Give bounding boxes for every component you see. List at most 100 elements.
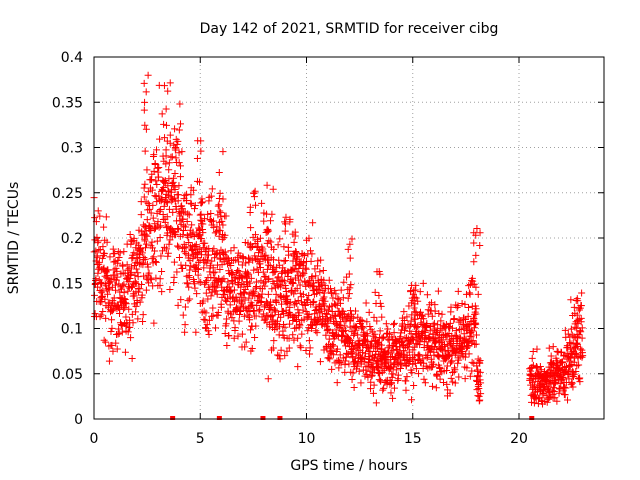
data-point	[205, 331, 213, 339]
data-point	[169, 208, 177, 216]
data-point	[127, 334, 135, 342]
data-point	[303, 296, 311, 304]
data-point	[203, 321, 211, 329]
data-point	[476, 368, 484, 376]
data-point	[281, 352, 289, 360]
data-point	[286, 218, 294, 226]
data-point	[348, 235, 356, 243]
data-point	[305, 311, 313, 319]
data-point	[362, 336, 370, 344]
data-point	[450, 315, 458, 323]
data-point	[202, 278, 210, 286]
data-point	[204, 295, 212, 303]
data-point	[460, 314, 468, 322]
data-point	[342, 326, 350, 334]
data-point	[136, 298, 144, 306]
data-point	[173, 140, 181, 148]
data-point	[276, 355, 284, 363]
data-point	[414, 297, 422, 305]
data-point	[378, 334, 386, 342]
data-point	[443, 362, 451, 370]
data-point	[295, 309, 303, 317]
data-point	[280, 277, 288, 285]
data-point	[476, 396, 484, 404]
data-point	[141, 237, 149, 245]
data-point	[252, 322, 260, 330]
data-point	[207, 209, 215, 217]
data-point	[210, 245, 218, 253]
data-point	[149, 214, 157, 222]
data-point	[475, 385, 483, 393]
data-point	[423, 319, 431, 327]
data-point	[261, 272, 269, 280]
data-point	[259, 268, 267, 276]
data-point	[272, 290, 280, 298]
data-point	[434, 287, 442, 295]
data-point	[537, 366, 545, 374]
data-point	[269, 344, 277, 352]
data-point	[431, 301, 439, 309]
data-point	[455, 316, 463, 324]
data-point	[418, 311, 426, 319]
data-point	[147, 276, 155, 284]
data-point	[250, 189, 258, 197]
data-point	[423, 291, 431, 299]
data-point	[305, 234, 313, 242]
data-point	[134, 258, 142, 266]
data-point	[309, 279, 317, 287]
data-point	[200, 315, 208, 323]
data-point	[282, 284, 290, 292]
data-point	[529, 348, 537, 356]
data-point	[264, 290, 272, 298]
data-point	[285, 344, 293, 352]
data-point	[185, 283, 193, 291]
data-point	[213, 290, 221, 298]
data-point	[165, 159, 173, 167]
data-point	[160, 178, 168, 186]
data-point	[366, 323, 374, 331]
data-point	[220, 234, 228, 242]
data-point	[134, 315, 142, 323]
data-point	[557, 380, 565, 388]
data-point	[230, 334, 238, 342]
data-point	[344, 286, 352, 294]
data-point	[268, 210, 276, 218]
data-point	[210, 217, 218, 225]
data-point	[410, 286, 418, 294]
data-point	[470, 239, 478, 247]
data-point	[199, 198, 207, 206]
data-point	[244, 269, 252, 277]
data-point	[341, 368, 349, 376]
data-point	[252, 312, 260, 320]
data-point	[421, 379, 429, 387]
data-point	[267, 217, 275, 225]
data-point	[564, 396, 572, 404]
data-point	[114, 330, 122, 338]
data-point	[124, 328, 132, 336]
data-point	[347, 310, 355, 318]
data-point	[382, 356, 390, 364]
data-point	[299, 290, 307, 298]
data-point	[213, 223, 221, 231]
data-point	[384, 325, 392, 333]
data-point	[215, 201, 223, 209]
data-point	[285, 251, 293, 259]
data-point	[400, 316, 408, 324]
data-point	[133, 299, 141, 307]
zero-value-marker	[170, 416, 176, 420]
data-point	[292, 248, 300, 256]
data-point	[162, 160, 170, 168]
data-point	[448, 324, 456, 332]
data-point	[295, 276, 303, 284]
data-point	[304, 296, 312, 304]
data-point	[436, 375, 444, 383]
data-point	[246, 203, 254, 211]
data-point	[391, 354, 399, 362]
data-point	[545, 344, 553, 352]
data-point	[553, 397, 561, 405]
data-point	[337, 359, 345, 367]
data-point	[329, 294, 337, 302]
data-point	[454, 302, 462, 310]
data-point	[140, 253, 148, 261]
